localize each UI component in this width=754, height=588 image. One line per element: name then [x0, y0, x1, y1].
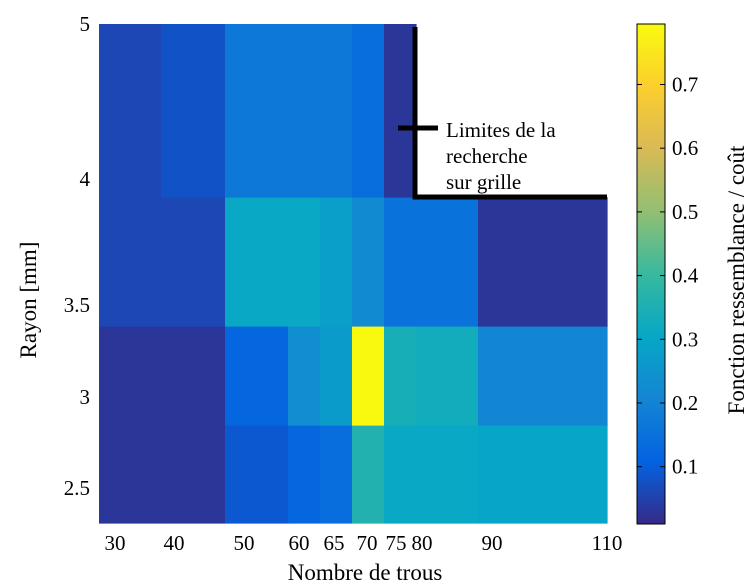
- heatmap-cell: [161, 197, 226, 327]
- heatmap-cell: [288, 326, 321, 426]
- heatmap-cell: [384, 111, 417, 198]
- x-axis-label: Nombre de trous: [288, 560, 443, 585]
- heatmap-cell: [99, 326, 162, 426]
- heatmap-cell: [384, 197, 417, 327]
- heatmap-cells: [99, 24, 608, 524]
- heatmap-cell: [99, 197, 162, 327]
- colorbar-tick-label: 0.6: [672, 136, 698, 160]
- heatmap-cell: [384, 24, 417, 112]
- heatmap-cell: [288, 197, 321, 327]
- heatmap-cell: [99, 425, 162, 524]
- heatmap-cell: [352, 197, 385, 327]
- x-tick-label: 50: [234, 531, 255, 555]
- grid-boundary-line: [412, 27, 607, 200]
- y-axis-label: Rayon [mm]: [16, 242, 41, 359]
- heatmap-cell: [225, 111, 289, 198]
- boundary-legend-line-2: recherche: [446, 144, 528, 168]
- x-tick-label: 80: [412, 531, 433, 555]
- y-tick-label: 4: [80, 167, 91, 191]
- heatmap-cell: [288, 111, 321, 198]
- heatmap-cell: [225, 24, 289, 112]
- heatmap-cell: [320, 197, 353, 327]
- colorbar-tick-label: 0.1: [672, 455, 698, 479]
- heatmap-cell: [288, 425, 321, 524]
- y-tick-label: 5: [80, 12, 91, 36]
- heatmap-cell: [416, 326, 479, 426]
- heatmap-cell: [225, 197, 289, 327]
- x-tick-label: 60: [289, 531, 310, 555]
- heatmap-cell: [478, 197, 608, 327]
- heatmap-cell: [416, 425, 479, 524]
- x-tick-label: 75: [386, 531, 407, 555]
- boundary-legend-line-1: Limites de la: [446, 118, 556, 142]
- x-tick-label: 65: [324, 531, 345, 555]
- y-tick-label: 2.5: [64, 476, 90, 500]
- x-tick-label: 30: [105, 531, 126, 555]
- colorbar-tick-label: 0.7: [672, 73, 698, 97]
- heatmap-cell: [352, 111, 385, 198]
- heatmap-cell: [288, 24, 321, 112]
- colorbar-label: Fonction ressemblance / coût: [724, 145, 749, 415]
- colorbar-tick-label: 0.5: [672, 200, 698, 224]
- x-tick-label: 110: [592, 531, 623, 555]
- y-tick-label: 3.5: [64, 293, 90, 317]
- x-tick-label: 40: [164, 531, 185, 555]
- colorbar-tick-labels: 0.1 0.2 0.3 0.4 0.5 0.6 0.7: [637, 73, 699, 479]
- x-tick-label: 70: [357, 531, 378, 555]
- boundary-legend-line-3: sur grille: [446, 170, 521, 194]
- y-tick-label: 3: [80, 385, 91, 409]
- colorbar: [636, 23, 666, 525]
- heatmap-cell: [384, 326, 417, 426]
- colorbar-tick-label: 0.2: [672, 391, 698, 415]
- heatmap-cell: [99, 111, 162, 198]
- heatmap-cell: [161, 425, 226, 524]
- heatmap-cell: [320, 24, 353, 112]
- heatmap-cell: [320, 111, 353, 198]
- heatmap-cell: [161, 111, 226, 198]
- heatmap-cell: [384, 425, 417, 524]
- colorbar-tick-label: 0.3: [672, 327, 698, 351]
- heatmap-cell: [478, 425, 608, 524]
- heatmap-cell: [99, 24, 162, 112]
- heatmap-cell: [225, 326, 289, 426]
- heatmap-cell: [478, 326, 608, 426]
- heatmap-cell: [161, 24, 226, 112]
- heatmap-cell: [352, 326, 385, 426]
- heatmap-cell: [416, 197, 479, 327]
- colorbar-tick-label: 0.4: [672, 264, 699, 288]
- x-tick-labels: 30 40 50 60 65 70 75 80 90 110: [105, 531, 623, 555]
- heatmap-cell: [320, 425, 353, 524]
- heatmap-cell: [161, 326, 226, 426]
- heatmap-cell: [352, 425, 385, 524]
- heatmap-cell: [320, 326, 353, 426]
- x-tick-label: 90: [482, 531, 503, 555]
- heatmap-cell: [352, 24, 385, 112]
- heatmap-cell: [225, 425, 289, 524]
- y-tick-labels: 2.5 3 3.5 4 5: [64, 12, 91, 500]
